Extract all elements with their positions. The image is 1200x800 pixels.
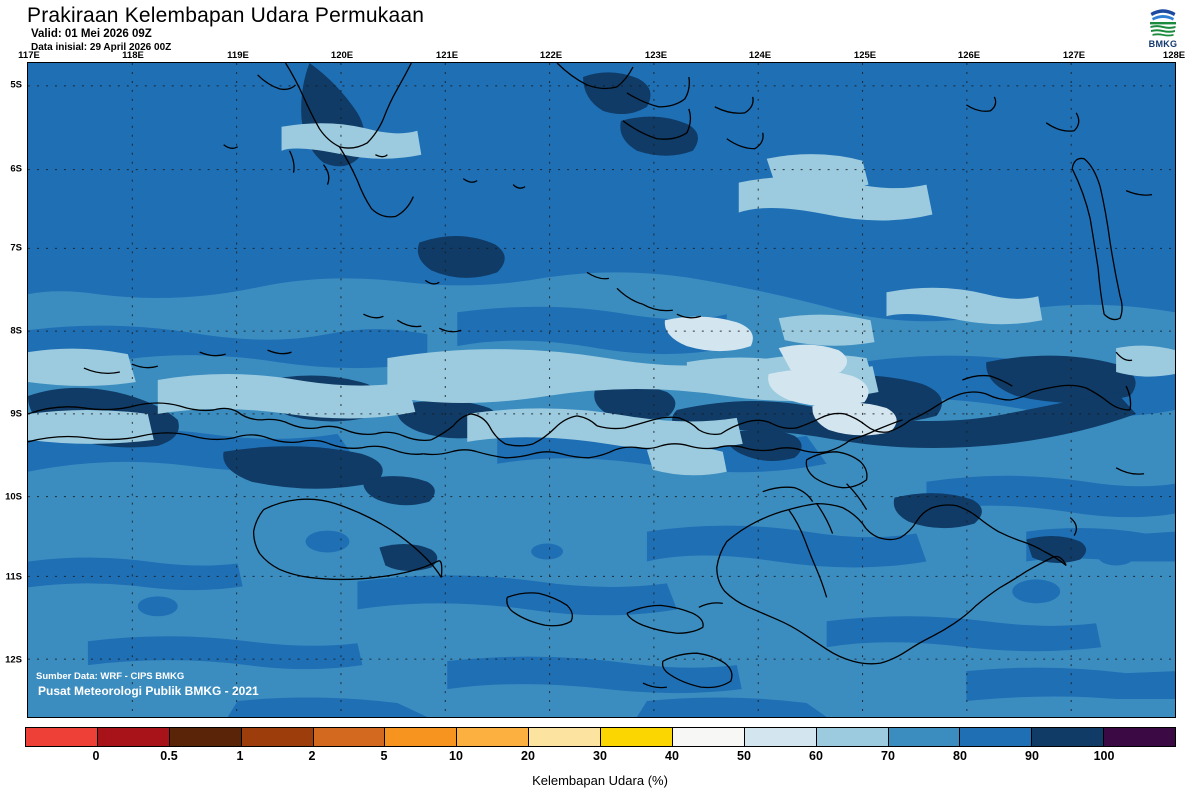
colorbar-segment-1 <box>97 728 170 746</box>
bmkg-logo-icon <box>1150 5 1176 37</box>
band-60-70 <box>28 123 1175 476</box>
initial-data-label: Data inisial: 29 April 2026 00Z <box>31 42 172 53</box>
x-tick-126e: 126E <box>957 50 981 61</box>
publisher-credit: Pusat Meteorologi Publik BMKG - 2021 <box>38 684 259 698</box>
x-tick-123e: 123E <box>644 50 668 61</box>
colorbar-segment-4 <box>313 728 386 746</box>
cbar-tick-1: 1 <box>236 749 244 763</box>
y-tick-9s: 9S <box>10 408 22 420</box>
cbar-tick-20: 20 <box>521 749 535 763</box>
cbar-tick-90: 90 <box>1025 749 1039 763</box>
x-tick-118e: 118E <box>122 50 144 61</box>
band-50-60 <box>664 316 897 436</box>
cbar-tick-70: 70 <box>881 749 895 763</box>
cbar-tick-05: 0.5 <box>160 749 178 763</box>
cbar-tick-40: 40 <box>665 749 679 763</box>
valid-time-label: Valid: 01 Mei 2026 09Z <box>31 28 152 40</box>
colorbar-segment-9 <box>672 728 745 746</box>
colorbar-segment-14 <box>1032 728 1105 746</box>
colorbar-segment-5 <box>385 728 458 746</box>
source-credit: Sumber Data: WRF - CIPS BMKG <box>36 671 185 682</box>
y-tick-11s: 11S <box>5 571 22 583</box>
y-tick-10s: 10S <box>5 491 22 503</box>
colorbar-segment-3 <box>241 728 314 746</box>
page-title: Prakiraan Kelembapan Udara Permukaan <box>27 4 425 27</box>
y-tick-5s: 5S <box>10 79 22 91</box>
x-tick-121e: 121E <box>435 50 459 61</box>
cbar-tick-50: 50 <box>737 749 751 763</box>
cbar-tick-80: 80 <box>953 749 967 763</box>
colorbar-segment-0 <box>26 728 98 746</box>
colorbar-label: Kelembapan Udara (%) <box>532 773 668 788</box>
colorbar-segment-7 <box>529 728 601 746</box>
cbar-tick-10: 10 <box>449 749 463 763</box>
colorbar-segment-15 <box>1104 728 1175 746</box>
cbar-tick-0: 0 <box>92 749 100 763</box>
x-tick-127e: 127E <box>1062 50 1086 61</box>
cbar-tick-2: 2 <box>308 749 316 763</box>
y-tick-8s: 8S <box>10 325 22 337</box>
bmkg-logo: BMKG <box>1141 5 1185 53</box>
map-gridlines <box>28 63 1175 717</box>
y-tick-6s: 6S <box>10 163 22 175</box>
x-tick-119e: 119E <box>227 50 249 61</box>
x-tick-124e: 124E <box>748 50 772 61</box>
cbar-tick-100: 100 <box>1093 749 1115 763</box>
humidity-map[interactable] <box>27 62 1176 718</box>
x-tick-128e: 128E <box>1162 50 1186 61</box>
cbar-tick-5: 5 <box>380 749 388 763</box>
colorbar-segment-11 <box>816 728 889 746</box>
colorbar-segment-12 <box>888 728 961 746</box>
cbar-tick-30: 30 <box>593 749 607 763</box>
colorbar-segment-8 <box>601 728 673 746</box>
x-tick-117e: 117E <box>18 50 40 61</box>
cbar-tick-60: 60 <box>809 749 823 763</box>
colorbar-segment-2 <box>169 728 242 746</box>
coastlines <box>28 63 1153 689</box>
y-tick-7s: 7S <box>10 242 22 254</box>
humidity-colorbar[interactable] <box>25 727 1176 747</box>
bmkg-logo-label: BMKG <box>1148 39 1178 49</box>
y-tick-12s: 12S <box>5 654 22 666</box>
colorbar-segment-10 <box>744 728 817 746</box>
x-tick-120e: 120E <box>330 50 354 61</box>
colorbar-segment-13 <box>960 728 1033 746</box>
x-tick-125e: 125E <box>853 50 877 61</box>
x-tick-122e: 122E <box>539 50 563 61</box>
colorbar-segment-6 <box>457 728 530 746</box>
